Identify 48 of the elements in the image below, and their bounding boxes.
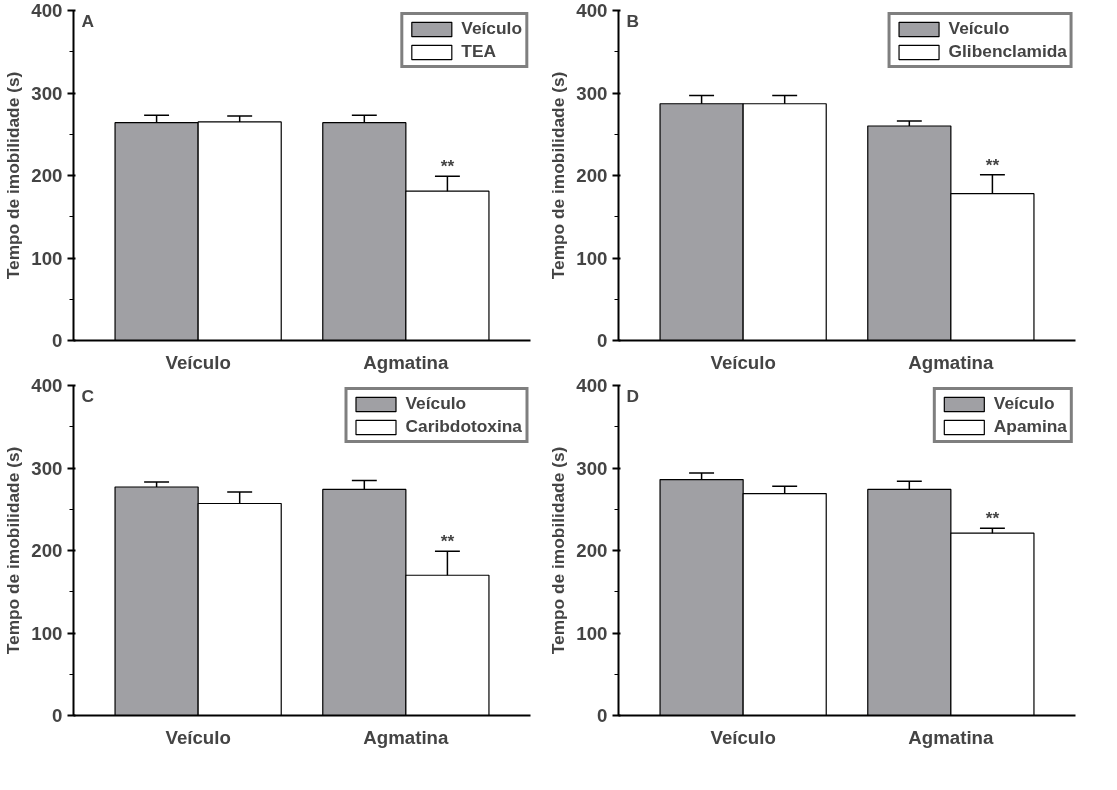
y-tick-label: 400 (576, 0, 608, 21)
chart-title: A (81, 10, 95, 31)
x-tick-label: Veículo (165, 351, 231, 373)
y-tick-label: 200 (31, 165, 63, 186)
y-axis-title: Tempo de imobilidade (s) (548, 71, 569, 280)
chart-title: D (626, 385, 640, 406)
y-tick-label: 300 (576, 82, 608, 104)
y-axis-title: Tempo de imobilidade (s) (548, 446, 569, 655)
annotation: ** (985, 154, 1000, 175)
legend-label: Veículo (948, 18, 1010, 39)
legend-label: Veículo (993, 393, 1055, 414)
x-tick-label: Veículo (710, 351, 776, 373)
legend-label: Veículo (405, 393, 467, 414)
x-tick-label: Agmatina (363, 726, 449, 748)
annotation: ** (440, 156, 455, 177)
y-tick-label: 300 (576, 457, 608, 479)
y-tick-label: 300 (31, 457, 63, 479)
legend-label: Veículo (461, 18, 522, 39)
annotation: ** (440, 531, 455, 552)
y-tick-label: 200 (31, 540, 63, 561)
x-tick-label: Agmatina (908, 726, 994, 748)
legend-label: Caribdotoxina (405, 416, 522, 437)
annotation: ** (985, 508, 1000, 529)
y-tick-label: 100 (576, 622, 608, 644)
y-tick-label: 0 (52, 330, 63, 351)
x-tick-label: Agmatina (908, 351, 994, 373)
y-tick-label: 300 (31, 82, 63, 104)
y-tick-label: 400 (31, 0, 63, 21)
y-tick-label: 100 (31, 247, 63, 269)
y-tick-label: 100 (31, 622, 63, 644)
x-tick-label: Agmatina (363, 351, 449, 373)
y-tick-label: 400 (31, 375, 63, 396)
chart-title: C (81, 385, 95, 406)
x-tick-label: Veículo (710, 726, 776, 748)
y-tick-label: 400 (576, 375, 608, 396)
y-tick-label: 200 (576, 165, 608, 186)
y-tick-label: 0 (597, 705, 608, 726)
legend-label: TEA (461, 41, 496, 62)
y-tick-label: 0 (52, 705, 63, 726)
y-axis-title: Tempo de imobilidade (s) (3, 446, 24, 655)
y-tick-label: 0 (597, 330, 608, 351)
legend-label: Glibenclamida (948, 41, 1067, 62)
y-tick-label: 100 (576, 247, 608, 269)
y-tick-label: 200 (576, 540, 608, 561)
y-axis-title: Tempo de imobilidade (s) (3, 71, 24, 280)
chart-title: B (626, 10, 640, 31)
legend-label: Apamina (993, 416, 1067, 437)
x-tick-label: Veículo (165, 726, 231, 748)
